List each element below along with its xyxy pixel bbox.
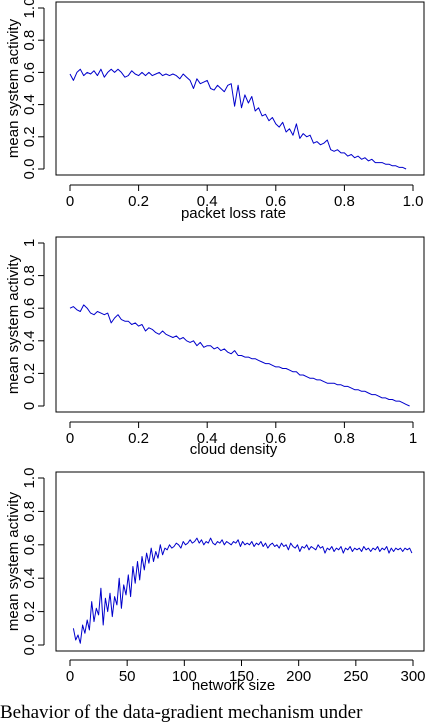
x-tick-label: 1 (409, 430, 417, 447)
y-tick-label: 0.4 (21, 94, 38, 115)
x-tick-label: 0.8 (334, 430, 355, 447)
y-tick-label: 0.6 (21, 62, 38, 83)
y-tick-label: 1.0 (21, 468, 38, 489)
x-tick-label: 0 (66, 430, 74, 447)
x-tick-label: 50 (119, 668, 136, 685)
chart-panel-1: 0 0.2 0.4 0.6 0.8 1.0 0.0 0.2 0.4 0.6 0.8 1.0 packet… (5, 0, 425, 222)
x-tick-label: 0.2 (128, 193, 149, 210)
y-tick-label: 1.0 (21, 0, 38, 18)
x-axis-label: packet loss rate (181, 205, 286, 222)
y-tick-label: 0.0 (21, 159, 38, 180)
x-axis-label: network size (192, 677, 275, 694)
x-tick-label: 1.0 (403, 193, 424, 210)
y-tick-label: 0.8 (21, 501, 38, 522)
x-tick-label: 100 (172, 668, 197, 685)
x-tick-label: 0.6 (265, 430, 286, 447)
x-tick-label: 200 (286, 668, 311, 685)
x-tick-label: 0.6 (265, 193, 286, 210)
x-tick-label: 300 (400, 668, 425, 685)
y-tick-label: 0.2 (21, 363, 38, 384)
y-tick-label: 0.6 (21, 298, 38, 319)
x-tick-label: 0.4 (197, 430, 218, 447)
x-tick-label: 250 (343, 668, 368, 685)
y-tick-label: 0.4 (21, 330, 38, 351)
series-line (69, 304, 410, 407)
plot-frame (55, 471, 425, 652)
y-axis-label: mean system activity (5, 491, 22, 631)
x-axis-label: cloud density (190, 441, 278, 458)
plot-frame (55, 236, 425, 413)
series-line (69, 68, 407, 170)
chart-panel-3: 0 50 100 150 200 250 300 0.0 0.2 0.4 0.6 0.8 1.0 netw… (5, 468, 426, 694)
x-tick-label: 0.8 (334, 193, 355, 210)
y-tick-label: 0.8 (21, 265, 38, 286)
x-tick-label: 0 (66, 193, 74, 210)
y-axis-label: mean system activity (5, 18, 22, 158)
y-axis-label: mean system activity (5, 254, 22, 394)
x-tick-label: 0.4 (197, 193, 218, 210)
chart-panel-2: 0 0.2 0.4 0.6 0.8 1 0 0.2 0.4 0.6 0.8 1 cloud densit… (5, 236, 425, 458)
x-tick-label: 0 (66, 668, 74, 685)
plot-frame (55, 1, 425, 176)
series-line (72, 537, 413, 644)
y-tick-label: 0.6 (21, 534, 38, 555)
y-tick-label: 0 (21, 402, 38, 410)
x-tick-label: 150 (229, 668, 254, 685)
y-tick-label: 1 (21, 239, 38, 247)
y-tick-label: 0.4 (21, 568, 38, 589)
y-tick-label: 0.8 (21, 30, 38, 51)
y-tick-label: 0.2 (21, 126, 38, 147)
figure-caption: Behavior of the data-gradient mechanism … (0, 702, 363, 723)
x-tick-label: 0.2 (128, 430, 149, 447)
y-tick-label: 0.2 (21, 601, 38, 622)
y-tick-label: 0.0 (21, 635, 38, 656)
